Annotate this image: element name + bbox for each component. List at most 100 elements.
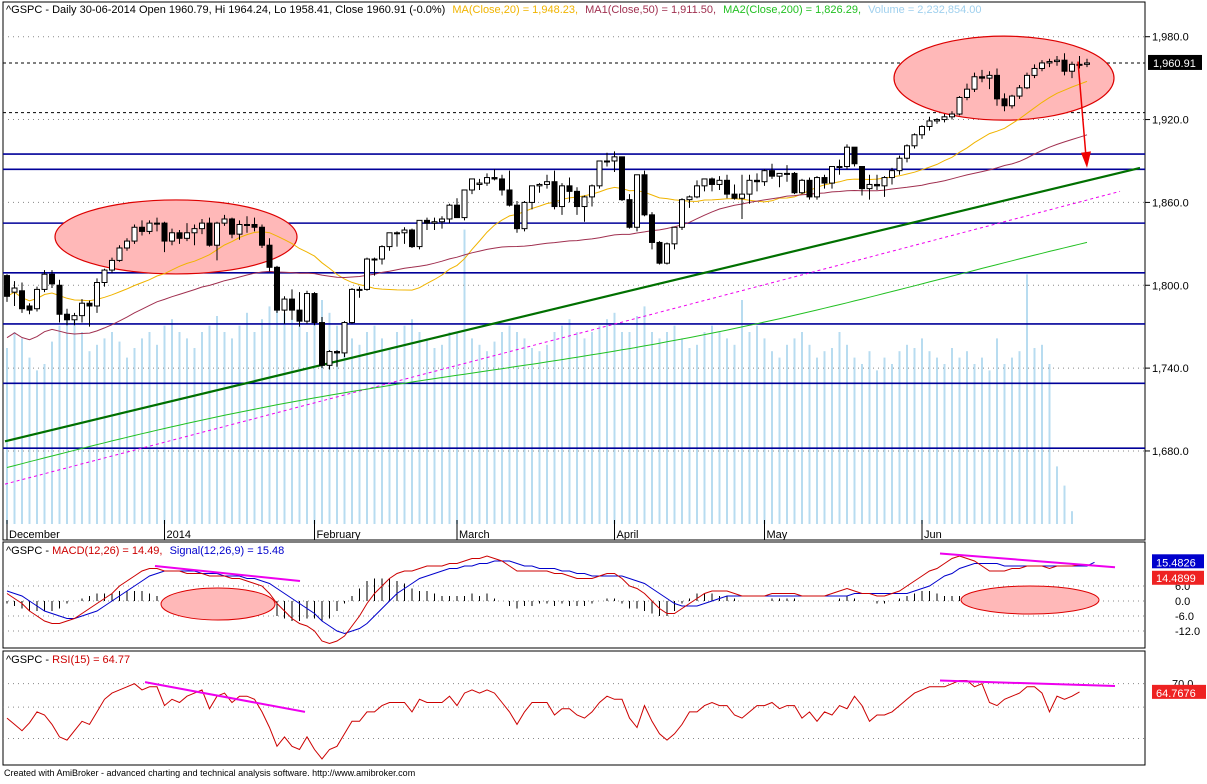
volume-bar [6, 348, 8, 524]
rsi-divergence-line [939, 679, 1116, 688]
candle-body [791, 172, 798, 194]
candle-body [1069, 63, 1075, 72]
candle-body [634, 174, 640, 228]
volume-bar [216, 316, 218, 524]
candle-body [574, 190, 580, 208]
ma50-legend: MA1(Close,50) = 1,911.50, [585, 4, 716, 16]
volume-bar [478, 344, 481, 524]
candle-body [409, 229, 415, 248]
volume-bar [598, 325, 601, 524]
candle-body [379, 246, 385, 260]
volume-bar [838, 332, 841, 524]
volume-bar [21, 338, 23, 524]
ma200-legend: MA2(Close,200) = 1,826.29, [723, 4, 861, 16]
candle-body [851, 146, 858, 165]
volume-bar [696, 344, 698, 524]
rsi-pane[interactable] [2, 650, 1146, 766]
candle-body [1061, 59, 1068, 72]
volume-bar [583, 338, 586, 524]
candle-body [784, 172, 790, 175]
candle-body [131, 226, 138, 242]
volume-bar [688, 348, 691, 524]
price-tick-label: 1,860.0 [1152, 197, 1189, 209]
volume-bar [1048, 364, 1051, 524]
volume-bar [441, 344, 443, 524]
volume-bar [238, 325, 241, 524]
volume-bar [703, 332, 706, 524]
x-axis-label: May [767, 529, 788, 541]
volume-bar [576, 332, 578, 524]
volume-bar [853, 357, 856, 524]
candle-body [499, 178, 505, 191]
candle-body [4, 275, 10, 297]
candle-body [56, 284, 63, 315]
volume-bar [141, 338, 143, 524]
volume-bar [463, 229, 466, 524]
volume-bar [958, 357, 961, 524]
rsi-value-label: 64.7676 [1156, 688, 1196, 700]
candle-body [814, 177, 820, 198]
volume-bar [268, 306, 271, 524]
candle-body [161, 222, 168, 242]
candle-body [836, 166, 843, 169]
volume-bar [673, 325, 676, 524]
signal-legend: Signal(12,26,9) = 15.48 [170, 545, 285, 557]
candle-body [364, 258, 370, 290]
volume-bar [913, 348, 916, 524]
volume-bar [778, 357, 781, 524]
signal-line [6, 560, 1095, 635]
candle-body [304, 293, 310, 322]
volume-bar [921, 338, 923, 524]
candle-body [596, 160, 603, 187]
candle-body [349, 288, 355, 324]
candle-body [686, 196, 693, 201]
volume-bar [13, 332, 16, 524]
candle-body [1009, 95, 1015, 107]
volume-bar [846, 344, 848, 524]
divergence-highlight-ellipse [54, 199, 298, 275]
price-tick-label: 1,740.0 [1152, 363, 1189, 375]
volume-bar [88, 351, 91, 524]
candle-body [896, 157, 903, 172]
candle-body [296, 309, 303, 322]
price-tick-label: 1,680.0 [1152, 446, 1189, 458]
candle-body [124, 240, 130, 249]
rsi-legend: RSI(15) = 64.77 [52, 654, 130, 666]
volume-bar [1063, 485, 1066, 524]
volume-bar [418, 332, 421, 524]
candle-body [64, 313, 70, 321]
rsi-divergence-line [144, 681, 306, 713]
volume-bar [973, 364, 976, 524]
volume-bar [36, 370, 38, 524]
volume-bar [621, 332, 623, 524]
candle-body [259, 226, 265, 246]
volume-bar [73, 319, 76, 524]
candle-body [199, 222, 205, 230]
candle-body [731, 193, 738, 199]
volume-bar [606, 319, 608, 524]
volume-bar [711, 325, 713, 524]
candle-body [1076, 63, 1083, 66]
last-price-label: 1,960.91 [1153, 58, 1196, 70]
candle-body [229, 218, 235, 235]
volume-bar [456, 332, 458, 524]
candle-body [1031, 67, 1038, 76]
candle-body [1046, 61, 1053, 64]
volume-bar [126, 357, 128, 524]
volume-bar [118, 341, 121, 524]
candle-body [1054, 59, 1060, 63]
candle-body [829, 166, 835, 184]
candle-body [491, 177, 498, 180]
macd-tick-label: -6.0 [1175, 611, 1194, 623]
candle-body [41, 273, 48, 290]
volume-bar [28, 357, 31, 524]
macd-tick-label: 0.0 [1175, 596, 1190, 608]
candle-body [289, 298, 295, 311]
price-tick-label: 1,980.0 [1152, 32, 1189, 44]
candle-body [184, 232, 190, 239]
volume-bar [568, 319, 571, 524]
candle-body [401, 229, 408, 234]
macd-header-prefix: ^GSPC - [6, 545, 52, 557]
candle-body [341, 322, 348, 354]
